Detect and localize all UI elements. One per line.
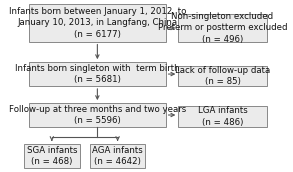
- Text: LGA infants
(n = 486): LGA infants (n = 486): [198, 106, 247, 127]
- Text: Follow-up at three months and two years
(n = 5596): Follow-up at three months and two years …: [9, 105, 186, 125]
- FancyBboxPatch shape: [24, 144, 80, 168]
- FancyBboxPatch shape: [178, 66, 267, 86]
- Text: Infants born between January 1, 2012, to
January 10, 2013, in Langfang, China
(n: Infants born between January 1, 2012, to…: [9, 7, 186, 39]
- Text: Lack of follow-up data
(n = 85): Lack of follow-up data (n = 85): [175, 66, 270, 86]
- Text: AGA infants
(n = 4642): AGA infants (n = 4642): [92, 146, 143, 166]
- Text: Non-singleton excluded
Preterm or postterm excluded
(n = 496): Non-singleton excluded Preterm or postte…: [158, 12, 287, 44]
- Text: Infants born singleton with  term birth
(n = 5681): Infants born singleton with term birth (…: [15, 64, 180, 84]
- FancyBboxPatch shape: [29, 4, 166, 42]
- FancyBboxPatch shape: [178, 14, 267, 42]
- FancyBboxPatch shape: [90, 144, 145, 168]
- FancyBboxPatch shape: [29, 103, 166, 127]
- FancyBboxPatch shape: [178, 106, 267, 127]
- FancyBboxPatch shape: [29, 62, 166, 86]
- Text: SGA infants
(n = 468): SGA infants (n = 468): [27, 146, 77, 166]
